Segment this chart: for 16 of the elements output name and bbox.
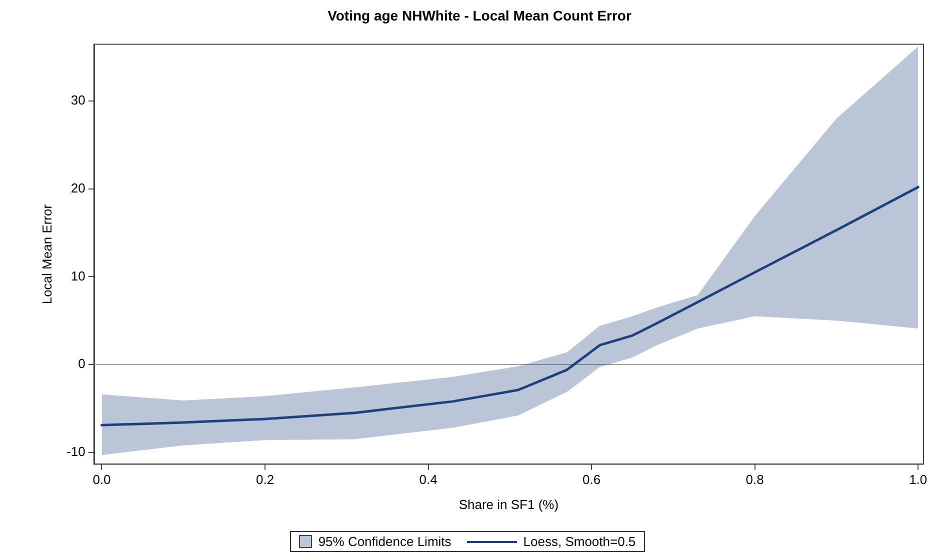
x-tick-label: 0.6 — [582, 472, 601, 488]
x-tick-label: 0.2 — [256, 472, 274, 488]
y-axis-title: Local Mean Error — [39, 204, 54, 304]
legend-label: Loess, Smooth=0.5 — [523, 534, 636, 549]
y-tick-label: 0 — [78, 356, 86, 372]
x-tick-label: 1.0 — [909, 472, 928, 488]
x-axis-title: Share in SF1 (%) — [458, 496, 559, 512]
chart-title: Voting age NHWhite - Local Mean Count Error — [328, 7, 632, 24]
x-tick-label: 0.8 — [746, 472, 764, 488]
x-tick-label: 0.0 — [92, 472, 111, 488]
y-tick-label: -10 — [66, 444, 86, 459]
y-tick-label: 20 — [70, 180, 86, 196]
y-tick-label: 30 — [70, 92, 86, 108]
y-tick-label: 10 — [70, 268, 86, 284]
x-tick-label: 0.4 — [419, 472, 438, 488]
text: 95% Confidence Limits — [318, 534, 452, 549]
